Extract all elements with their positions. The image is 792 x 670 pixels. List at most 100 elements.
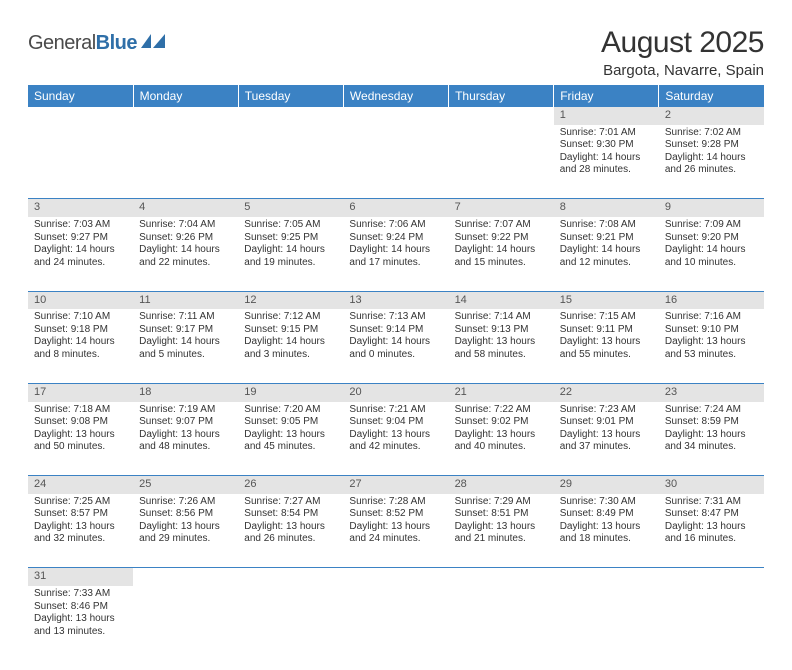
- sunset-text: Sunset: 9:10 PM: [665, 324, 758, 337]
- daylight-text: Daylight: 13 hours and 45 minutes.: [244, 429, 337, 454]
- day-number: 26: [238, 476, 343, 494]
- day-number: 27: [343, 476, 448, 494]
- sunset-text: Sunset: 9:27 PM: [34, 232, 127, 245]
- daylight-text: Daylight: 14 hours and 15 minutes.: [455, 244, 548, 269]
- daylight-text: Daylight: 14 hours and 8 minutes.: [34, 336, 127, 361]
- sunrise-text: Sunrise: 7:33 AM: [34, 588, 127, 601]
- daylight-text: Daylight: 13 hours and 37 minutes.: [560, 429, 653, 454]
- weekday-header: Sunday: [28, 85, 133, 107]
- daylight-text: Daylight: 13 hours and 55 minutes.: [560, 336, 653, 361]
- sunset-text: Sunset: 9:24 PM: [349, 232, 442, 245]
- sunrise-text: Sunrise: 7:20 AM: [244, 404, 337, 417]
- sunrise-text: Sunrise: 7:11 AM: [139, 311, 232, 324]
- weekday-header: Friday: [554, 85, 659, 107]
- sunset-text: Sunset: 9:17 PM: [139, 324, 232, 337]
- sunrise-text: Sunrise: 7:02 AM: [665, 127, 758, 140]
- day-number: 30: [659, 476, 764, 494]
- sunset-text: Sunset: 8:51 PM: [455, 508, 548, 521]
- weekday-header: Wednesday: [343, 85, 448, 107]
- daynum-row: 24252627282930: [28, 476, 764, 494]
- sunrise-text: Sunrise: 7:12 AM: [244, 311, 337, 324]
- daylight-text: Daylight: 13 hours and 26 minutes.: [244, 521, 337, 546]
- day-number: 22: [554, 383, 659, 401]
- sunset-text: Sunset: 8:49 PM: [560, 508, 653, 521]
- day-number: 1: [554, 107, 659, 125]
- day-cell: Sunrise: 7:23 AMSunset: 9:01 PMDaylight:…: [554, 402, 659, 476]
- daylight-text: Daylight: 13 hours and 21 minutes.: [455, 521, 548, 546]
- day-number: 31: [28, 568, 133, 586]
- sunset-text: Sunset: 8:59 PM: [665, 416, 758, 429]
- sunset-text: Sunset: 9:14 PM: [349, 324, 442, 337]
- day-cell: Sunrise: 7:13 AMSunset: 9:14 PMDaylight:…: [343, 309, 448, 383]
- sunset-text: Sunset: 9:02 PM: [455, 416, 548, 429]
- day-cell: [133, 586, 238, 660]
- sunset-text: Sunset: 9:05 PM: [244, 416, 337, 429]
- sunset-text: Sunset: 9:04 PM: [349, 416, 442, 429]
- day-cell: Sunrise: 7:24 AMSunset: 8:59 PMDaylight:…: [659, 402, 764, 476]
- sunset-text: Sunset: 8:56 PM: [139, 508, 232, 521]
- location: Bargota, Navarre, Spain: [601, 62, 764, 79]
- day-number: 5: [238, 199, 343, 217]
- day-cell: Sunrise: 7:06 AMSunset: 9:24 PMDaylight:…: [343, 217, 448, 291]
- day-cell: Sunrise: 7:14 AMSunset: 9:13 PMDaylight:…: [449, 309, 554, 383]
- sunset-text: Sunset: 9:26 PM: [139, 232, 232, 245]
- daylight-text: Daylight: 13 hours and 58 minutes.: [455, 336, 548, 361]
- day-number: 25: [133, 476, 238, 494]
- day-cell: Sunrise: 7:12 AMSunset: 9:15 PMDaylight:…: [238, 309, 343, 383]
- sunset-text: Sunset: 9:13 PM: [455, 324, 548, 337]
- day-cell: Sunrise: 7:10 AMSunset: 9:18 PMDaylight:…: [28, 309, 133, 383]
- sunrise-text: Sunrise: 7:13 AM: [349, 311, 442, 324]
- day-number: [133, 568, 238, 586]
- title-block: August 2025 Bargota, Navarre, Spain: [601, 26, 764, 79]
- day-number: 28: [449, 476, 554, 494]
- day-number: 6: [343, 199, 448, 217]
- day-number: 14: [449, 291, 554, 309]
- header: GeneralBlue August 2025 Bargota, Navarre…: [28, 26, 764, 79]
- day-number: 13: [343, 291, 448, 309]
- day-number: [343, 568, 448, 586]
- daylight-text: Daylight: 14 hours and 10 minutes.: [665, 244, 758, 269]
- day-number: 20: [343, 383, 448, 401]
- daylight-text: Daylight: 13 hours and 32 minutes.: [34, 521, 127, 546]
- sunrise-text: Sunrise: 7:24 AM: [665, 404, 758, 417]
- day-number: [659, 568, 764, 586]
- day-cell: Sunrise: 7:19 AMSunset: 9:07 PMDaylight:…: [133, 402, 238, 476]
- logo-text-general: General: [28, 32, 96, 54]
- sunset-text: Sunset: 9:20 PM: [665, 232, 758, 245]
- day-cell: Sunrise: 7:30 AMSunset: 8:49 PMDaylight:…: [554, 494, 659, 568]
- daylight-text: Daylight: 13 hours and 18 minutes.: [560, 521, 653, 546]
- day-number: 3: [28, 199, 133, 217]
- sunset-text: Sunset: 9:11 PM: [560, 324, 653, 337]
- day-cell: Sunrise: 7:03 AMSunset: 9:27 PMDaylight:…: [28, 217, 133, 291]
- sunrise-text: Sunrise: 7:14 AM: [455, 311, 548, 324]
- weekday-header: Tuesday: [238, 85, 343, 107]
- day-number: 12: [238, 291, 343, 309]
- daylight-text: Daylight: 13 hours and 13 minutes.: [34, 613, 127, 638]
- daylight-text: Daylight: 14 hours and 24 minutes.: [34, 244, 127, 269]
- day-cell: Sunrise: 7:22 AMSunset: 9:02 PMDaylight:…: [449, 402, 554, 476]
- day-cell: [343, 586, 448, 660]
- week-row: Sunrise: 7:03 AMSunset: 9:27 PMDaylight:…: [28, 217, 764, 291]
- day-number: 10: [28, 291, 133, 309]
- day-cell: Sunrise: 7:33 AMSunset: 8:46 PMDaylight:…: [28, 586, 133, 660]
- day-cell: Sunrise: 7:01 AMSunset: 9:30 PMDaylight:…: [554, 125, 659, 199]
- weekday-header-row: Sunday Monday Tuesday Wednesday Thursday…: [28, 85, 764, 107]
- day-number: 18: [133, 383, 238, 401]
- sunrise-text: Sunrise: 7:04 AM: [139, 219, 232, 232]
- sail-icon: [141, 34, 165, 48]
- daynum-row: 3456789: [28, 199, 764, 217]
- day-cell: Sunrise: 7:11 AMSunset: 9:17 PMDaylight:…: [133, 309, 238, 383]
- daynum-row: 10111213141516: [28, 291, 764, 309]
- sunset-text: Sunset: 9:01 PM: [560, 416, 653, 429]
- day-cell: Sunrise: 7:02 AMSunset: 9:28 PMDaylight:…: [659, 125, 764, 199]
- sunrise-text: Sunrise: 7:31 AM: [665, 496, 758, 509]
- day-number: 7: [449, 199, 554, 217]
- day-number: 16: [659, 291, 764, 309]
- day-number: [554, 568, 659, 586]
- daylight-text: Daylight: 13 hours and 42 minutes.: [349, 429, 442, 454]
- day-cell: Sunrise: 7:05 AMSunset: 9:25 PMDaylight:…: [238, 217, 343, 291]
- weekday-header: Thursday: [449, 85, 554, 107]
- day-number: 15: [554, 291, 659, 309]
- calendar-table: Sunday Monday Tuesday Wednesday Thursday…: [28, 85, 764, 660]
- daynum-row: 17181920212223: [28, 383, 764, 401]
